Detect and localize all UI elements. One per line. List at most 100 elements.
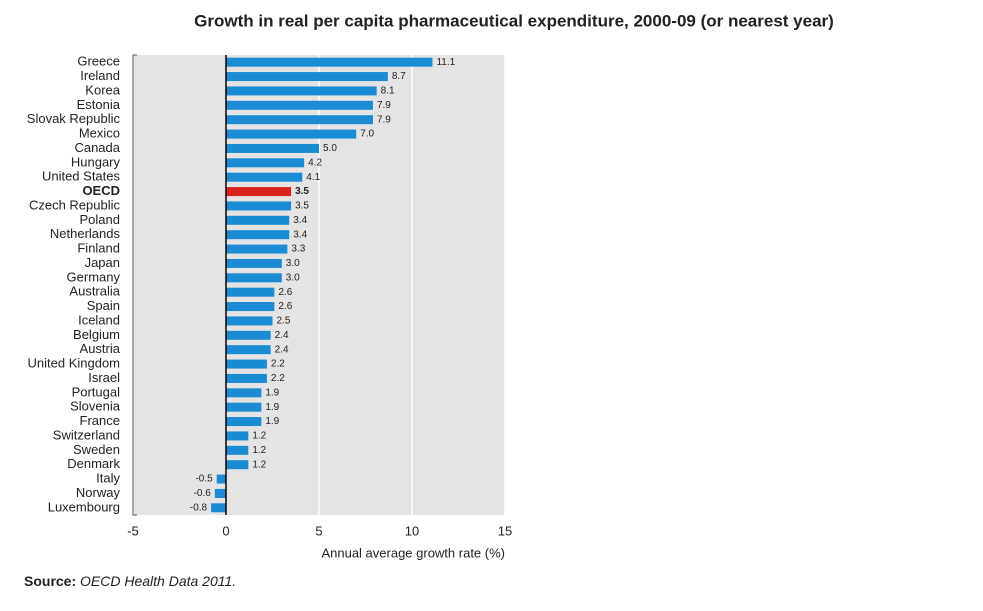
- bar: [226, 460, 249, 470]
- bar: [226, 316, 273, 326]
- category-label: Israel: [88, 370, 120, 385]
- bar: [226, 100, 373, 110]
- bar: [216, 474, 226, 484]
- value-label: 1.2: [252, 445, 266, 456]
- category-label: Australia: [69, 284, 120, 299]
- bar: [226, 201, 292, 211]
- bar: [226, 417, 262, 427]
- bar: [226, 287, 275, 297]
- value-label: 7.9: [377, 100, 391, 111]
- bar: [226, 115, 373, 125]
- value-label: 2.4: [275, 344, 289, 355]
- category-label: OECD: [82, 183, 120, 198]
- value-label: -0.8: [190, 502, 208, 513]
- category-label: Poland: [80, 212, 120, 227]
- x-tick-label: 10: [405, 523, 419, 538]
- value-label: 4.2: [308, 157, 322, 168]
- bar: [226, 330, 271, 340]
- bar: [226, 244, 288, 254]
- category-label: Finland: [77, 241, 120, 256]
- bar: [226, 86, 377, 96]
- category-label: Estonia: [77, 97, 121, 112]
- bar: [226, 345, 271, 355]
- value-label: -0.5: [195, 474, 213, 485]
- category-label: Ireland: [80, 68, 120, 83]
- bar: [226, 373, 267, 383]
- category-label: Sweden: [73, 442, 120, 457]
- value-label: 1.2: [252, 459, 266, 470]
- bar: [226, 230, 290, 240]
- value-label: 7.9: [377, 114, 391, 125]
- category-label: Mexico: [79, 126, 120, 141]
- bar: [211, 503, 226, 513]
- bar: [226, 431, 249, 441]
- value-label: 5.0: [323, 143, 337, 154]
- x-tick-label: 15: [498, 523, 512, 538]
- category-label: Japan: [85, 255, 120, 270]
- x-tick-label: -5: [127, 523, 139, 538]
- value-label: 3.4: [293, 229, 307, 240]
- category-label: Iceland: [78, 312, 120, 327]
- left-bracket: [132, 54, 137, 516]
- category-label: Slovak Republic: [27, 111, 121, 126]
- category-label: Korea: [85, 82, 120, 97]
- category-label: Belgium: [73, 327, 120, 342]
- category-label: United Kingdom: [28, 356, 121, 371]
- value-label: 3.4: [293, 215, 307, 226]
- category-label: Spain: [87, 298, 120, 313]
- value-label: 3.0: [286, 272, 300, 283]
- category-label: Denmark: [67, 456, 120, 471]
- x-axis-label: Annual average growth rate (%): [321, 545, 505, 560]
- value-label: 4.1: [306, 172, 320, 183]
- category-label: Greece: [77, 54, 120, 69]
- value-label: 1.9: [265, 387, 279, 398]
- source-label: Source:: [24, 573, 76, 589]
- value-label: 7.0: [360, 129, 374, 140]
- bar: [226, 158, 305, 168]
- source: Source: OECD Health Data 2011.: [24, 573, 236, 589]
- bar: [226, 129, 357, 139]
- bar: [226, 57, 433, 67]
- value-label: 3.3: [291, 244, 305, 255]
- bar: [226, 187, 292, 197]
- value-label: 8.1: [381, 86, 395, 97]
- bar: [226, 72, 388, 82]
- category-label: Luxembourg: [48, 499, 120, 514]
- category-label: Portugal: [72, 384, 121, 399]
- bar: [226, 388, 262, 398]
- category-label: United States: [42, 169, 121, 184]
- value-label: 2.6: [278, 287, 292, 298]
- x-tick-label: 5: [315, 523, 322, 538]
- chart-title: Growth in real per capita pharmaceutical…: [194, 11, 834, 30]
- category-label: Canada: [74, 140, 120, 155]
- bar: [226, 258, 282, 268]
- category-label: France: [80, 413, 120, 428]
- category-label: Switzerland: [53, 427, 120, 442]
- value-label: 1.9: [265, 416, 279, 427]
- value-label: 2.5: [277, 316, 291, 327]
- value-label: 11.1: [436, 57, 455, 68]
- value-label: 1.2: [252, 431, 266, 442]
- category-label: Czech Republic: [29, 197, 121, 212]
- value-label: 2.2: [271, 359, 285, 370]
- category-label: Netherlands: [50, 226, 121, 241]
- category-label: Norway: [76, 485, 121, 500]
- x-tick-label: 0: [222, 523, 229, 538]
- bar: [226, 359, 267, 369]
- bar: [226, 273, 282, 283]
- value-label: -0.6: [194, 488, 212, 499]
- value-label: 2.4: [275, 330, 289, 341]
- category-label: Austria: [80, 341, 121, 356]
- value-label: 2.2: [271, 373, 285, 384]
- bar: [226, 445, 249, 455]
- category-label: Slovenia: [70, 399, 121, 414]
- value-label: 3.5: [295, 186, 309, 197]
- value-label: 1.9: [265, 402, 279, 413]
- bar: [226, 172, 303, 182]
- category-label: Hungary: [71, 154, 121, 169]
- value-label: 3.5: [295, 201, 309, 212]
- category-label: Germany: [67, 269, 121, 284]
- bar: [226, 215, 290, 225]
- bar: [226, 143, 319, 153]
